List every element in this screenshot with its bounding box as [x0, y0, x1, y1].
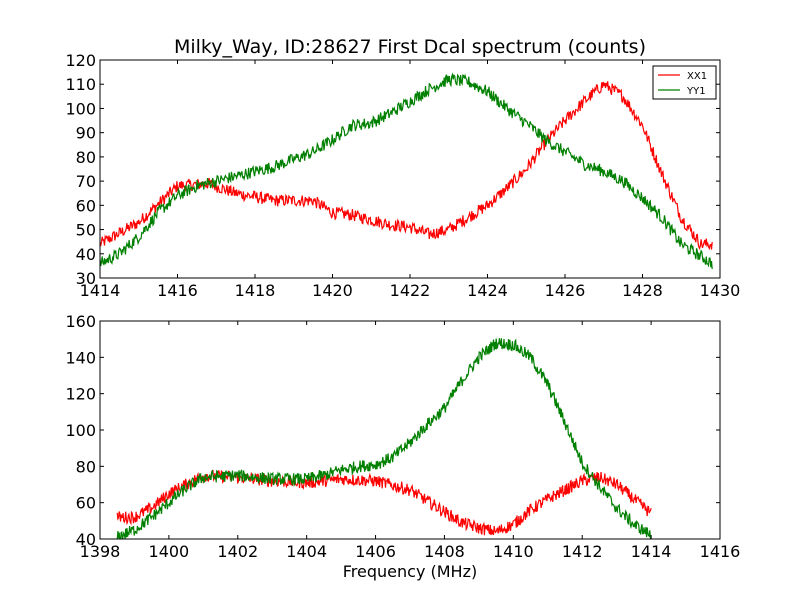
- x-axis-label: Frequency (MHz): [343, 562, 477, 581]
- y-tick-label: 60: [76, 494, 96, 513]
- x-tick-label: 1408: [424, 542, 465, 561]
- x-tick-label: 1400: [149, 542, 190, 561]
- y-tick-label: 40: [76, 245, 96, 264]
- legend-box: [652, 65, 717, 100]
- y-tick-label: 100: [65, 421, 96, 440]
- series-line-yy1-panel-2: [116, 338, 652, 539]
- y-tick-label: 70: [76, 172, 96, 191]
- x-tick-label: 1410: [493, 542, 534, 561]
- x-tick-label: 1422: [390, 281, 431, 300]
- x-tick-label: 1418: [235, 281, 276, 300]
- series-line-xx1-panel-1: [100, 81, 713, 251]
- plot-panel-1: 1414 1416 1418 1420 1422 1424 1426 1428 1430 30 40…: [65, 51, 740, 300]
- x-tick-label: 1412: [562, 542, 603, 561]
- y-tick-label: 120: [65, 51, 96, 70]
- x-tick-label: 1402: [217, 542, 258, 561]
- x-tick-label: 1428: [622, 281, 663, 300]
- plot-panel-2: 1398 1400 1402 1404 1406 1408 1410 1412 1414 1416…: [65, 312, 740, 561]
- y-tick-label: 40: [76, 530, 96, 549]
- x-tick-label: 1414: [631, 542, 672, 561]
- y-tick-label: 80: [76, 148, 96, 167]
- x-tick-label: 1416: [700, 542, 741, 561]
- legend-label-xx1: XX1: [687, 71, 707, 82]
- x-tick-label: 1430: [700, 281, 741, 300]
- y-tick-label: 110: [65, 75, 96, 94]
- chart-title: Milky_Way, ID:28627 First Dcal spectrum …: [174, 36, 646, 58]
- x-tick-label: 1420: [312, 281, 353, 300]
- plot-frame-2: [99, 320, 721, 540]
- plot-frame-1: [99, 59, 721, 279]
- x-tick-label: 1404: [286, 542, 327, 561]
- series-line-yy1-panel-1: [100, 72, 713, 270]
- y-tick-label: 140: [65, 348, 96, 367]
- y-tick-label: 50: [76, 221, 96, 240]
- x-tick-label: 1406: [355, 542, 396, 561]
- legend-label-yy1: YY1: [686, 86, 706, 97]
- y-tick-label: 80: [76, 457, 96, 476]
- y-tick-label: 90: [76, 124, 96, 143]
- x-tick-label: 1426: [545, 281, 586, 300]
- y-tick-label: 100: [65, 99, 96, 118]
- x-tick-label: 1424: [467, 281, 508, 300]
- x-tick-label: 1414: [80, 281, 121, 300]
- y-tick-label: 120: [65, 385, 96, 404]
- x-tick-label: 1416: [157, 281, 198, 300]
- x-tick-label: 1398: [80, 542, 121, 561]
- y-tick-label: 30: [76, 269, 96, 288]
- y-tick-label: 60: [76, 196, 96, 215]
- y-tick-label: 160: [65, 312, 96, 331]
